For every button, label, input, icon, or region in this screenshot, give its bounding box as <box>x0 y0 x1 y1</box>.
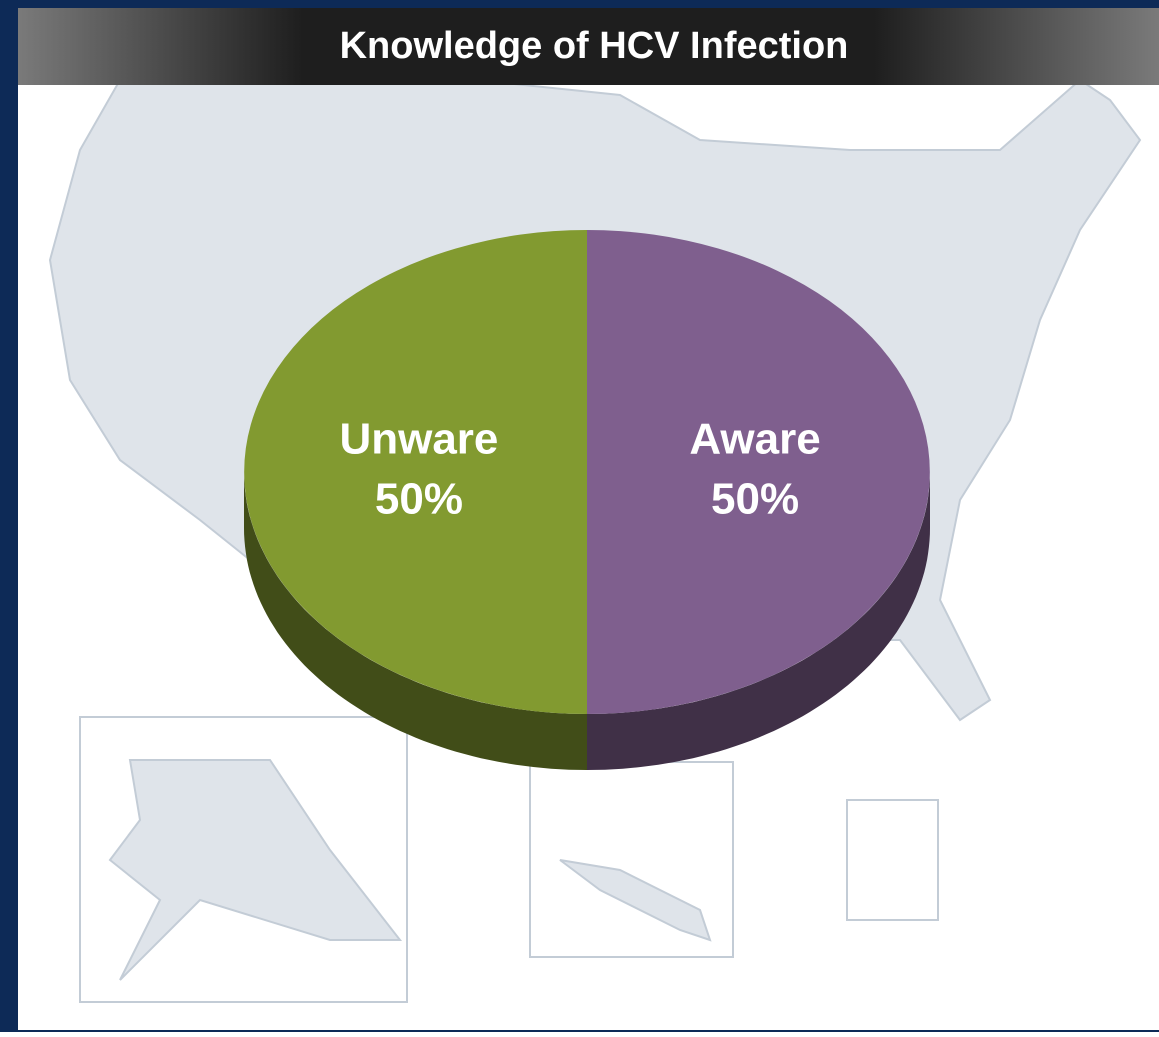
pie-slice <box>244 230 587 714</box>
title-bar <box>18 8 1159 85</box>
slice-value-label: 50% <box>375 475 463 524</box>
slice-label: Aware <box>689 415 820 464</box>
slice-label: Unware <box>339 415 498 464</box>
pie-side <box>244 472 587 770</box>
pie-slice <box>587 230 930 714</box>
slice-value-label: 50% <box>711 475 799 524</box>
pie-side <box>587 472 930 770</box>
chart-title: Knowledge of HCV Infection <box>340 25 849 67</box>
pie: Unware 50% Aware 50% <box>244 230 930 770</box>
